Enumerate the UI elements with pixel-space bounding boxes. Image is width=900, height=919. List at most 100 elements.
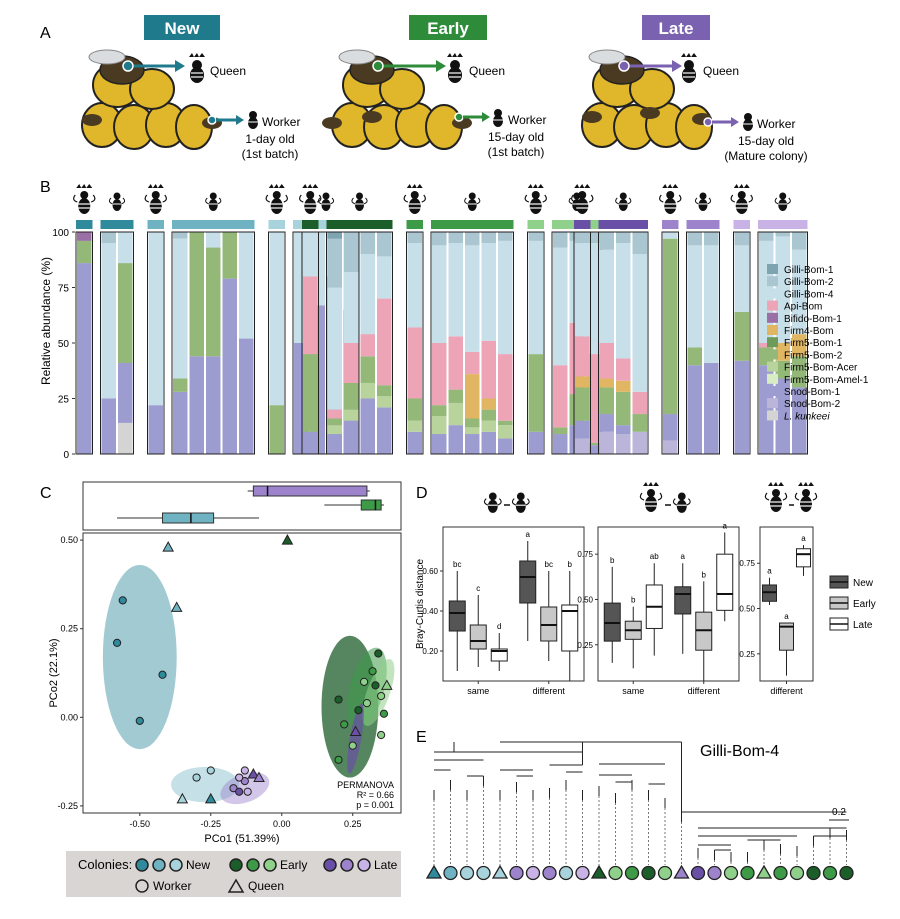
panel-b-letter: B: [40, 179, 51, 196]
legend-swatch: [767, 337, 778, 348]
box: [448, 600, 466, 632]
queen-point: [204, 792, 217, 804]
legend-new-2: [152, 858, 166, 872]
significance-letter: ab: [650, 552, 659, 561]
phylogenetic-tree: [433, 741, 847, 865]
panel-e-letter: E: [416, 729, 427, 746]
queen-abdomen: [304, 198, 317, 214]
box: [716, 553, 734, 611]
stacked-bar-segment: [704, 245, 719, 363]
worker-head: [779, 192, 787, 200]
bar-colony-frame: [573, 231, 649, 455]
stacked-bar-segment: [687, 365, 702, 454]
y-tick-label: 0.50: [739, 605, 755, 614]
stacked-bar-segment: [327, 232, 342, 239]
queen-abdomen: [408, 198, 421, 214]
arrow-head-queen: [175, 60, 185, 72]
stacked-bar-segment: [360, 232, 375, 255]
stacked-bar-segment: [77, 240, 92, 264]
queen-abdomen: [645, 496, 657, 512]
stacked-bar-segment: [206, 232, 221, 248]
bar-panel-border: [661, 231, 679, 455]
pcoa-x-label: PCo1 (51.39%): [204, 833, 279, 845]
stacked-bar-segment: [616, 380, 631, 392]
panel-b: B Relative abundance (%) 0 25 50 75 100 Gill…: [39, 179, 869, 461]
stacked-bar-segment: [481, 420, 496, 432]
stacked-bar-segment: [303, 431, 318, 454]
bar-colony-frame: [147, 231, 255, 455]
legend-swatch: [767, 373, 778, 384]
significance-letter: a: [681, 552, 686, 561]
stacked-bar-segment: [269, 405, 284, 454]
worker-label-new: Worker: [262, 115, 300, 129]
group-early-title-bg: [409, 15, 487, 40]
y-tick-label: 25: [58, 395, 70, 406]
stacked-bar-segment: [663, 414, 678, 441]
legend-early-2: [246, 858, 260, 872]
stacked-bar-segment: [465, 418, 480, 428]
legend-swatch: [767, 325, 778, 335]
stacked-bar-segment: [222, 278, 237, 454]
y-tick-label: 0.40: [422, 607, 438, 616]
legend-label: Firm5-Bom-Acer: [784, 363, 858, 374]
worker-bee-icon: [493, 109, 503, 127]
stacked-bar-segment: [759, 343, 774, 348]
worker-head: [677, 492, 686, 501]
worker-wings: [694, 197, 712, 205]
stacked-bar-segment: [575, 232, 590, 244]
stacked-bar-segment: [586, 445, 601, 454]
x-tick-label: 0.00: [273, 819, 291, 829]
stacked-bar-segment: [632, 431, 647, 454]
legend-label: Firm5-Bom-Amel-1: [784, 375, 869, 386]
stacked-bar-segment: [687, 245, 702, 348]
stacked-bar-segment: [616, 425, 631, 435]
stacked-bar-segment: [792, 356, 807, 388]
panel-a-group-new: New Queen: [81, 15, 300, 161]
worker-abdomen: [208, 199, 218, 211]
worker-bee-icon: [672, 492, 691, 513]
confidence-ellipse: [171, 766, 240, 803]
queen-bee-icon: [144, 184, 167, 214]
legend-swatch: [767, 276, 778, 287]
stacked-bar-segment: [222, 232, 237, 279]
queen-bee-icon: [794, 482, 818, 512]
stacked-bar-segment: [481, 243, 496, 341]
stacked-bar-segment: [465, 434, 480, 454]
worker-bee-icon: [205, 192, 222, 211]
sample-dot-worker: [454, 112, 464, 122]
panel-d-comparison-icons: [483, 482, 818, 513]
permanova-title: PERMANOVA: [337, 780, 394, 790]
y-tick-label: 0.20: [422, 647, 438, 656]
x-tick-label: -0.25: [201, 819, 222, 829]
queen-abdomen: [78, 198, 91, 214]
stacked-bar-segment: [432, 416, 447, 435]
queen-abdomen: [576, 198, 589, 214]
worker-point: [158, 670, 167, 679]
queen-point: [176, 792, 189, 804]
worker-point: [135, 716, 144, 725]
significance-letter: a: [801, 534, 806, 543]
worker-abdomen: [676, 499, 687, 513]
worker-point: [112, 638, 122, 647]
stacked-bar-segment: [632, 254, 647, 392]
stacked-bar-segment: [448, 425, 463, 454]
age-label-late: 15-day old: [738, 134, 794, 148]
legend-label: Snod-Bom-2: [784, 399, 841, 410]
stacked-bar-segment: [344, 420, 359, 454]
legend-label: Snod-Bom-1: [784, 387, 841, 398]
stacked-bar-segment: [303, 232, 318, 277]
colony-header-bar: [406, 220, 423, 229]
category-label: same: [467, 686, 489, 696]
stacked-bar-segment: [465, 427, 480, 435]
panel-e: E Gilli-Bom-4 0.2: [416, 729, 854, 881]
queen-point: [380, 679, 393, 690]
worker-point: [235, 773, 244, 782]
stacked-bar-segment: [734, 360, 749, 454]
queen-crown: [406, 184, 423, 188]
queen-bee-icon: [639, 482, 663, 512]
worker-head: [113, 192, 121, 200]
queen-bee-icon: [681, 53, 697, 83]
y-tick-label: 75: [58, 284, 70, 295]
legend-label: Bifido-Bom-1: [784, 314, 842, 325]
